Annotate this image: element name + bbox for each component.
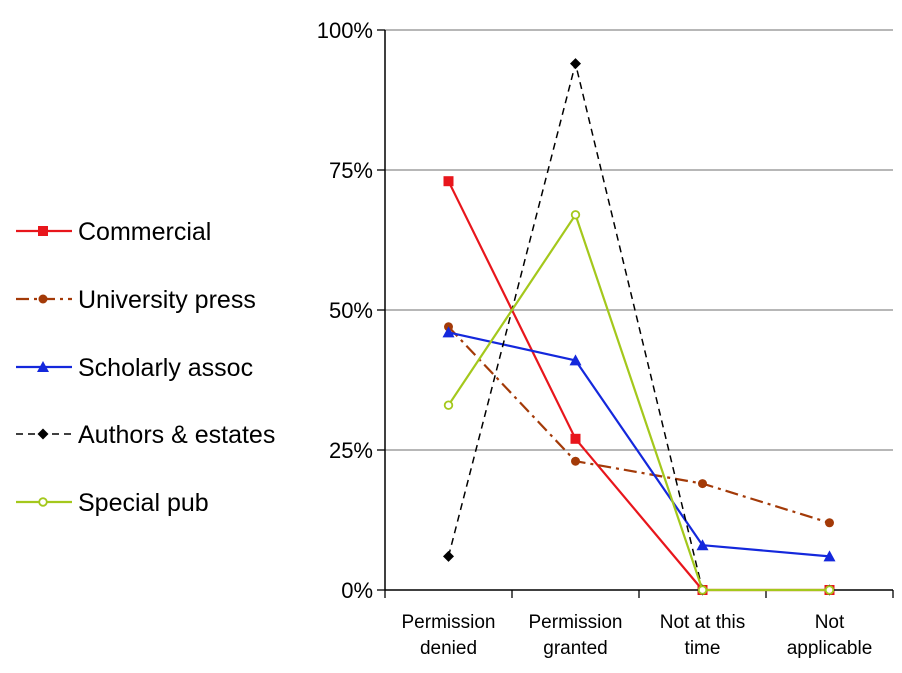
y-tick-label: 50% bbox=[329, 298, 373, 323]
series-lines bbox=[442, 58, 836, 596]
series-2 bbox=[442, 326, 836, 562]
x-tick-label: Not at this bbox=[660, 612, 746, 633]
legend-marker bbox=[38, 497, 48, 507]
x-tick-label: denied bbox=[420, 638, 477, 659]
y-tick-label: 100% bbox=[317, 18, 373, 43]
y-axis-ticks: 0% 25% 50% 75% 100% bbox=[317, 18, 385, 603]
x-tick-label: applicable bbox=[787, 638, 873, 659]
series-line bbox=[447, 213, 830, 592]
data-point bbox=[824, 585, 835, 595]
data-point bbox=[696, 539, 709, 551]
legend-item: Special pub bbox=[16, 489, 209, 517]
legend-item: Authors & estates bbox=[16, 421, 275, 449]
x-tick-label: Permission bbox=[529, 612, 623, 633]
legend-marker bbox=[38, 294, 48, 304]
legend-label: Commercial bbox=[78, 218, 211, 246]
data-point bbox=[569, 354, 582, 366]
x-tick-label: Not bbox=[815, 612, 845, 633]
series-line bbox=[447, 326, 830, 524]
y-tick-label: 0% bbox=[341, 578, 373, 603]
y-tick-label: 75% bbox=[329, 158, 373, 183]
legend-item: Commercial bbox=[16, 218, 211, 246]
legend-label: University press bbox=[78, 286, 256, 314]
data-point bbox=[570, 58, 581, 70]
data-point bbox=[825, 518, 834, 528]
x-axis-ticks: Permission denied Permission granted Not at … bbox=[384, 590, 894, 659]
series-line bbox=[448, 331, 830, 558]
data-point bbox=[443, 176, 454, 187]
legend-label: Authors & estates bbox=[78, 421, 275, 449]
x-tick-label: time bbox=[685, 638, 721, 659]
legend-item: University press bbox=[16, 286, 256, 314]
legend-marker bbox=[37, 361, 49, 372]
legend-marker bbox=[38, 226, 48, 236]
series-0 bbox=[443, 176, 835, 595]
data-point bbox=[698, 479, 707, 489]
gridlines bbox=[385, 29, 893, 451]
y-tick-label: 25% bbox=[329, 438, 373, 463]
data-point bbox=[570, 210, 581, 220]
legend-label: Special pub bbox=[78, 489, 209, 517]
data-point bbox=[443, 550, 454, 562]
series-line bbox=[447, 180, 830, 592]
data-point bbox=[571, 456, 580, 466]
legend-item: Scholarly assoc bbox=[16, 354, 253, 382]
series-1 bbox=[444, 322, 834, 528]
legend: Commercial University press Scholarly asso… bbox=[16, 218, 275, 517]
x-tick-label: Permission bbox=[402, 612, 496, 633]
data-point bbox=[443, 400, 454, 410]
data-point bbox=[697, 585, 708, 595]
data-point bbox=[442, 326, 455, 338]
x-tick-label: granted bbox=[543, 638, 607, 659]
legend-marker bbox=[37, 428, 49, 440]
data-point bbox=[823, 550, 836, 562]
series-line bbox=[447, 62, 830, 591]
data-point bbox=[570, 433, 581, 444]
legend-label: Scholarly assoc bbox=[78, 354, 253, 382]
series-4 bbox=[443, 210, 835, 595]
